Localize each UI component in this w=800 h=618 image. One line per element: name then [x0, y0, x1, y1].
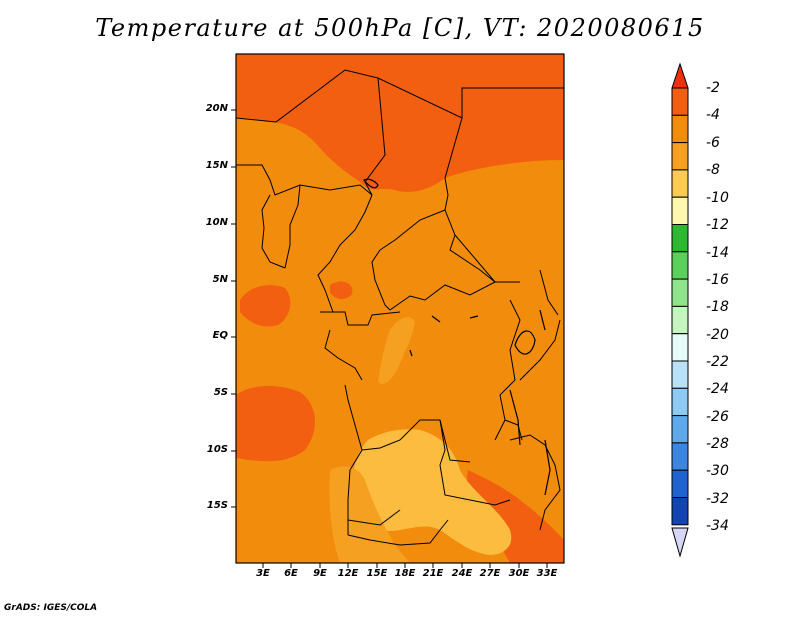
cb-seg-2 — [671, 142, 689, 171]
field-cool-band — [329, 466, 410, 563]
lakes — [363, 178, 551, 496]
lat-label-15n: 15N — [205, 160, 228, 171]
cb-label-3: -8 — [706, 162, 720, 178]
lon-label-30e: 30E — [508, 568, 530, 579]
lat-label-eq: EQ — [212, 330, 228, 341]
lat-label-5s: 5S — [213, 387, 228, 398]
cb-label-8: -18 — [706, 299, 729, 315]
cb-label-16: -34 — [706, 518, 729, 534]
cb-label-5: -12 — [706, 217, 729, 233]
cb-top-triangle — [671, 62, 689, 89]
lon-label-18e: 18E — [394, 568, 416, 579]
cb-label-7: -16 — [706, 272, 729, 288]
lon-label-15e: 15E — [366, 568, 388, 579]
cb-seg-4 — [671, 196, 689, 225]
cb-seg-13 — [671, 442, 689, 471]
country-borders — [236, 69, 564, 546]
lon-label-21e: 21E — [422, 568, 444, 579]
field-warm-coast — [330, 281, 353, 300]
lon-label-24e: 24E — [451, 568, 473, 579]
lon-ticks — [262, 563, 548, 568]
cb-seg-6 — [671, 251, 689, 280]
cb-label-2: -6 — [706, 135, 720, 151]
cb-seg-14 — [671, 469, 689, 499]
cb-label-14: -30 — [706, 463, 729, 479]
cb-label-11: -24 — [706, 381, 729, 397]
cb-label-0: -2 — [706, 80, 720, 96]
field-warm-west2 — [236, 385, 316, 462]
lat-ticks — [231, 109, 236, 508]
lon-label-33e: 33E — [536, 568, 558, 579]
cb-seg-12 — [671, 415, 689, 444]
cb-seg-9 — [671, 333, 689, 362]
cb-seg-8 — [671, 305, 689, 335]
lat-label-15s: 15S — [206, 500, 228, 511]
lon-label-12e: 12E — [337, 568, 359, 579]
cb-seg-1 — [671, 114, 689, 144]
cb-bottom-triangle — [671, 527, 689, 558]
cb-label-10: -22 — [706, 354, 729, 370]
cb-seg-5 — [671, 224, 689, 253]
lon-label-9e: 9E — [313, 568, 327, 579]
cb-label-13: -28 — [706, 436, 729, 452]
cb-label-1: -4 — [706, 107, 720, 123]
map-frame — [235, 53, 565, 564]
cb-seg-7 — [671, 278, 689, 307]
field-warm-southeast — [467, 470, 564, 563]
cb-label-12: -26 — [706, 409, 729, 425]
cb-label-9: -20 — [706, 327, 729, 343]
lon-label-3e: 3E — [256, 568, 270, 579]
lon-label-27e: 27E — [479, 568, 501, 579]
lat-label-20n: 20N — [205, 103, 228, 114]
field-warm-west1 — [240, 285, 291, 327]
field-cool-central — [378, 316, 415, 385]
lat-label-10n: 10N — [205, 217, 228, 228]
cb-seg-3 — [671, 169, 689, 198]
cb-seg-15 — [671, 497, 689, 526]
map-title: Temperature at 500hPa [C], VT: 202008061… — [95, 14, 705, 42]
cb-label-4: -10 — [706, 190, 729, 206]
cb-seg-0 — [671, 87, 689, 116]
grads-credit: GrADS: IGES/COLA — [4, 603, 98, 613]
lon-label-6e: 6E — [284, 568, 298, 579]
cb-label-15: -32 — [706, 491, 729, 507]
cb-seg-10 — [671, 360, 689, 389]
cb-label-6: -14 — [706, 245, 729, 261]
lat-label-5n: 5N — [212, 274, 228, 285]
field-cool-south — [352, 429, 512, 555]
lat-label-10s: 10S — [206, 444, 228, 455]
cb-seg-11 — [671, 387, 689, 417]
